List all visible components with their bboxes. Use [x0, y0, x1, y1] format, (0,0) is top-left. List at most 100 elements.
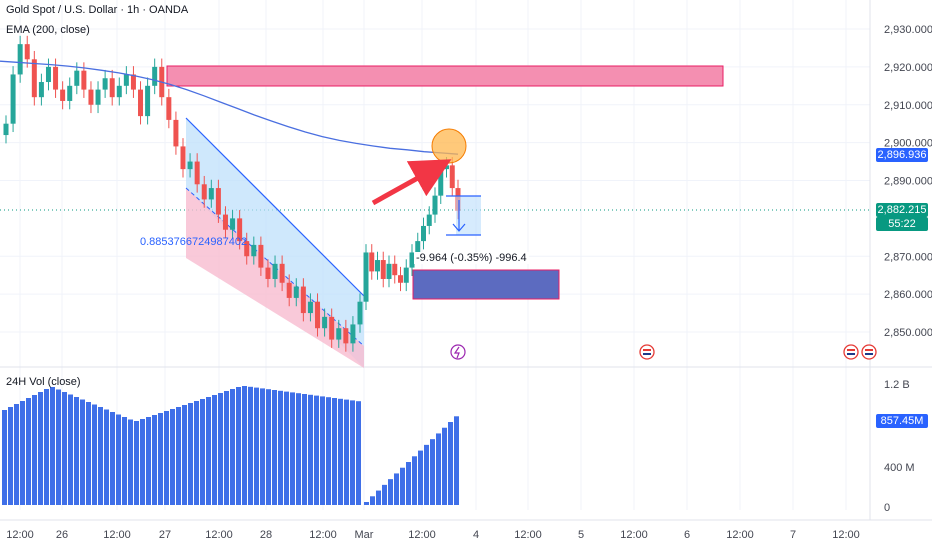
- candle-body: [322, 316, 328, 329]
- candle-body: [10, 74, 16, 124]
- time-tick-label: 12:00: [620, 529, 648, 541]
- candle-body: [426, 214, 432, 226]
- volume-bar: [400, 467, 405, 505]
- candle-body: [392, 263, 398, 276]
- volume-bar: [110, 412, 115, 505]
- candle-body: [215, 188, 221, 215]
- candle-body: [130, 74, 136, 90]
- time-tick-label: 12:00: [832, 529, 860, 541]
- volume-bar: [20, 401, 25, 505]
- time-tick-label: 4: [473, 529, 479, 541]
- flag-stripe: [643, 353, 651, 355]
- volume-bar: [62, 392, 67, 505]
- candle-body: [398, 275, 403, 283]
- volume-bar: [376, 490, 381, 505]
- candle-body: [201, 184, 207, 200]
- time-tick-label: 12:00: [6, 529, 34, 541]
- candle-body: [300, 286, 306, 314]
- volume-bar: [424, 444, 429, 505]
- volume-bar: [86, 402, 91, 505]
- volume-bar: [218, 393, 223, 505]
- candle-body: [375, 260, 380, 272]
- volume-bar: [8, 407, 13, 505]
- volume-bar: [74, 397, 79, 505]
- volume-bar: [314, 395, 319, 505]
- candle-body: [279, 263, 285, 283]
- volume-bar: [170, 409, 175, 505]
- candle-body: [363, 252, 369, 302]
- measure-box: [456, 196, 481, 235]
- volume-bar: [326, 397, 331, 505]
- candle-body: [3, 123, 9, 136]
- volume-bar: [242, 386, 247, 505]
- volume-bar: [2, 410, 7, 505]
- measure-label: -9.964 (-0.35%) -996.4: [414, 252, 529, 264]
- candle-body: [386, 263, 392, 279]
- volume-bar: [388, 479, 393, 505]
- volume-bar: [320, 396, 325, 505]
- volume-bar: [200, 399, 205, 505]
- candle-body: [357, 301, 363, 325]
- time-tick-label: 7: [790, 529, 796, 541]
- candle-body: [31, 59, 37, 98]
- volume-tick-label: 400 M: [884, 462, 915, 474]
- volume-bar: [236, 387, 241, 505]
- flag-stripe: [643, 349, 651, 351]
- volume-bar: [104, 409, 109, 505]
- volume-bar: [394, 473, 399, 505]
- price-tick-label: 2,930.000: [884, 24, 932, 36]
- ema-price-tag: 2,896.936: [876, 148, 928, 162]
- volume-bar: [308, 394, 313, 505]
- volume-bar: [230, 389, 235, 505]
- last-price-tag: 2,882.215: [876, 203, 928, 217]
- candle-body: [237, 218, 243, 242]
- price-tick-label: 2,920.000: [884, 62, 932, 74]
- volume-bar: [134, 421, 139, 505]
- candle-body: [74, 70, 80, 86]
- volume-bar: [140, 419, 145, 505]
- volume-bar: [254, 387, 259, 505]
- candle-body: [409, 252, 415, 268]
- volume-tick-label: 1.2 B: [884, 379, 910, 391]
- candle-body: [187, 161, 193, 170]
- volume-value-tag: 857.45M: [876, 414, 928, 428]
- candle-body: [350, 324, 356, 344]
- time-tick-label: 26: [56, 529, 68, 541]
- flag-stripe: [865, 353, 873, 355]
- candle-body: [81, 70, 87, 90]
- volume-bar: [338, 398, 343, 505]
- volume-bar: [370, 496, 375, 505]
- volume-bar: [406, 462, 411, 505]
- candle-body: [194, 161, 200, 185]
- ema-legend: EMA (200, close): [6, 24, 90, 36]
- volume-bar: [382, 484, 387, 505]
- measure-arrow-icon: [452, 223, 466, 232]
- price-tick-label: 2,850.000: [884, 327, 932, 339]
- candle-body: [244, 241, 250, 257]
- chart-title: Gold Spot / U.S. Dollar · 1h · OANDA: [6, 4, 189, 16]
- candle-body: [432, 195, 438, 215]
- flag-stripe: [865, 349, 873, 351]
- candle-body: [415, 241, 421, 253]
- us-flag-event-icon: [861, 344, 877, 360]
- volume-tick-label: 0: [884, 502, 890, 514]
- flag-stripe: [847, 349, 855, 351]
- volume-bar: [14, 404, 19, 505]
- time-tick-label: 28: [260, 529, 272, 541]
- volume-bar: [26, 398, 31, 505]
- candle-body: [222, 214, 228, 230]
- volume-bar: [436, 433, 441, 505]
- countdown-tag: 55:22: [876, 217, 928, 231]
- candle-body: [293, 286, 299, 298]
- candle-body: [38, 82, 44, 98]
- time-tick-label: 12:00: [309, 529, 337, 541]
- volume-bar: [128, 419, 133, 505]
- candle-body: [258, 244, 264, 268]
- candle-body: [24, 44, 30, 60]
- volume-bar: [296, 393, 301, 505]
- us-flag-event-icon: [639, 344, 655, 360]
- time-tick-label: 6: [684, 529, 690, 541]
- candle-body: [208, 188, 214, 200]
- volume-bar: [350, 400, 355, 505]
